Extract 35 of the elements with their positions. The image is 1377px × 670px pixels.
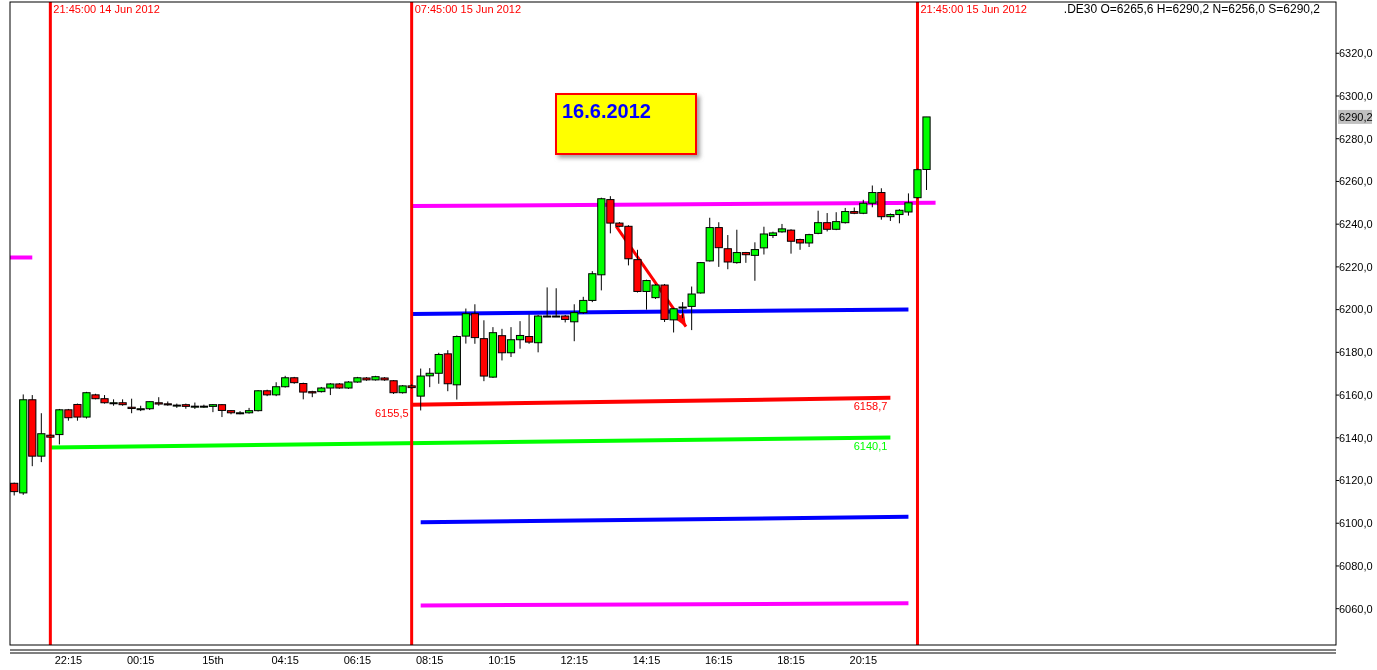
x-tick-label: 16:15 (705, 654, 733, 666)
annotation: 6158,7 (853, 399, 888, 412)
x-tick-label: 00:15 (126, 654, 155, 666)
y-tick-label: 6080,0 (1339, 559, 1373, 572)
y-tick-label: 6300,0 (1339, 89, 1373, 102)
x-tick-label: 20:15 (849, 654, 878, 666)
y-tick-label: 6160,0 (1339, 388, 1373, 401)
y-tick-label: 6060,0 (1339, 602, 1373, 615)
y-tick-label: 6260,0 (1339, 175, 1373, 188)
x-tick-label: 06:15 (343, 654, 372, 666)
y-tick-label: 6180,0 (1339, 346, 1373, 359)
y-tick-label: 6120,0 (1339, 474, 1373, 487)
y-tick-label: 6280,0 (1339, 132, 1373, 145)
x-tick-label: 08:15 (415, 654, 444, 666)
annotation: 16.6.2012 (562, 100, 651, 122)
x-tick-label: 18:15 (777, 654, 805, 666)
y-tick-label: 6200,0 (1339, 303, 1373, 316)
y-tick-label: 6140,0 (1339, 431, 1373, 444)
ref-line-label: 21:45:00 14 Jun 2012 (53, 3, 160, 15)
annotation: 6140,1 (853, 439, 888, 452)
ref-line-label: 07:45:00 15 Jun 2012 (414, 3, 522, 15)
annotation: 6290,2 (1339, 110, 1373, 123)
chart-title: .DE30 O=6265,6 H=6290,2 N=6256,0 S=6290,2 (1063, 2, 1321, 16)
y-tick-label: 6240,0 (1339, 218, 1373, 231)
annotation: 6155,5 (375, 406, 409, 419)
y-tick-label: 6220,0 (1339, 260, 1373, 273)
x-tick-label: 04:15 (271, 654, 299, 666)
y-tick-label: 6320,0 (1339, 47, 1373, 60)
x-tick-label: 15th (202, 654, 224, 666)
y-tick-label: 6100,0 (1339, 517, 1373, 530)
x-tick-label: 22:15 (54, 654, 83, 666)
x-tick-label: 14:15 (632, 654, 661, 666)
x-tick-label: 10:15 (488, 654, 516, 666)
x-tick-label: 12:15 (560, 654, 589, 666)
ref-line-label: 21:45:00 15 Jun 2012 (920, 3, 1027, 15)
